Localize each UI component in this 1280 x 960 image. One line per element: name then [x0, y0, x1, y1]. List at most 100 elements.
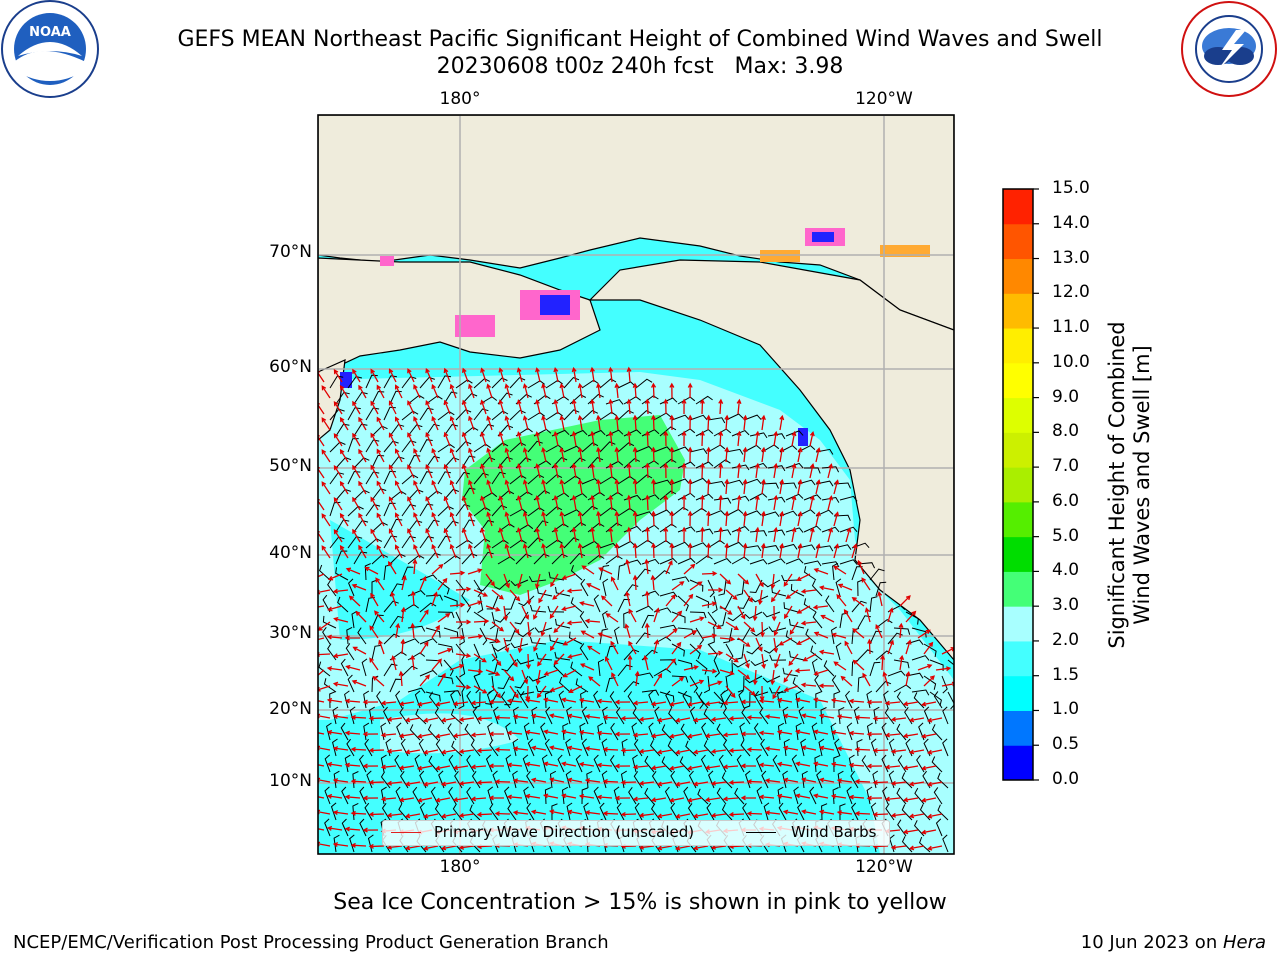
- wave-direction-arrow: [461, 367, 469, 383]
- wind-barb: [653, 668, 672, 677]
- wind-barb: [412, 786, 421, 805]
- wave-direction-arrow: [443, 527, 451, 543]
- wave-direction-arrow: [872, 779, 889, 785]
- wave-direction-arrow: [326, 697, 343, 703]
- wave-direction-arrow: [491, 685, 501, 699]
- wind-barb: [437, 471, 451, 485]
- wind-barb: [664, 786, 673, 805]
- wave-direction-arrow: [358, 416, 367, 431]
- wave-direction-arrow: [797, 478, 803, 495]
- wave-direction-arrow: [509, 621, 520, 635]
- wind-barb: [450, 708, 463, 725]
- wind-barb: [811, 722, 818, 741]
- wind-barb: [419, 802, 427, 821]
- wave-direction-arrow: [608, 526, 614, 543]
- wind-barb: [492, 770, 499, 789]
- wave-direction-arrow: [480, 367, 487, 383]
- wave-direction-arrow: [699, 462, 705, 479]
- wave-direction-arrow: [425, 367, 433, 383]
- wind-barb: [443, 627, 459, 639]
- wave-direction-arrow: [571, 494, 577, 511]
- wind-barb: [635, 474, 653, 485]
- wind-barb: [535, 685, 553, 693]
- wave-direction-arrow: [687, 414, 693, 431]
- wave-direction-arrow: [524, 761, 541, 767]
- wind-barb: [419, 376, 435, 389]
- wave-direction-arrow: [458, 716, 475, 722]
- wave-direction-arrow: [431, 591, 438, 607]
- wave-direction-arrow: [351, 679, 367, 687]
- wind-barb: [734, 787, 745, 805]
- wave-direction-arrow: [452, 797, 469, 803]
- wind-barb: [587, 457, 604, 469]
- wave-direction-arrow: [386, 716, 403, 722]
- wind-barb: [916, 754, 925, 773]
- wind-barb: [365, 471, 380, 485]
- wave-direction-arrow: [553, 621, 565, 634]
- wave-direction-arrow: [597, 632, 613, 639]
- wind-barb: [782, 770, 788, 789]
- wind-barb: [814, 674, 823, 693]
- wave-direction-arrow: [827, 527, 834, 543]
- wave-direction-arrow: [902, 797, 919, 803]
- wave-direction-arrow: [596, 542, 602, 559]
- wind-barb: [736, 579, 745, 596]
- wind-barb: [599, 378, 617, 389]
- wind-barb: [848, 754, 855, 773]
- wind-barb: [731, 430, 750, 437]
- wave-direction-arrow: [650, 797, 667, 803]
- wave-direction-arrow: [880, 654, 886, 671]
- wave-direction-arrow: [899, 654, 905, 671]
- wind-barb: [803, 494, 822, 501]
- wind-barb: [785, 630, 799, 645]
- wave-direction-arrow: [535, 669, 541, 686]
- wave-direction-arrow: [614, 382, 620, 399]
- wave-direction-arrow: [758, 794, 775, 800]
- wave-direction-arrow: [818, 809, 835, 815]
- wind-barb: [743, 478, 762, 485]
- wind-barb: [716, 787, 727, 805]
- wind-barb: [455, 441, 472, 453]
- wind-barb: [762, 675, 781, 683]
- wind-barb: [905, 611, 919, 625]
- wind-barb: [549, 770, 557, 789]
- wind-barb: [352, 802, 359, 821]
- wave-direction-arrow: [440, 749, 457, 755]
- colorbar: [1002, 188, 1039, 781]
- wind-barb: [517, 627, 535, 638]
- colorbar-tick-label: 4.0: [1052, 560, 1080, 581]
- wave-direction-arrow: [480, 527, 487, 543]
- wave-direction-arrow: [724, 414, 730, 431]
- wind-barb: [798, 706, 805, 725]
- colorbar-cell: [1003, 293, 1033, 329]
- wave-direction-arrow: [725, 589, 738, 600]
- wave-direction-arrow: [614, 763, 631, 769]
- wind-barb: [933, 691, 943, 709]
- wind-barb: [839, 803, 846, 821]
- wind-barb: [512, 738, 519, 757]
- wave-direction-arrow: [728, 812, 745, 817]
- wave-direction-arrow: [772, 685, 781, 700]
- wind-barb: [711, 595, 718, 614]
- wave-direction-arrow: [566, 777, 583, 783]
- wave-direction-arrow: [644, 398, 650, 415]
- wave-direction-arrow: [443, 463, 451, 479]
- wind-barb: [661, 756, 673, 773]
- wind-barb: [797, 544, 816, 551]
- wave-direction-arrow: [404, 717, 421, 723]
- wave-direction-arrow: [380, 764, 397, 770]
- wind-barb: [401, 638, 420, 645]
- wind-barb: [679, 756, 691, 773]
- wave-direction-arrow: [740, 731, 757, 737]
- wind-barb: [682, 690, 691, 709]
- wind-barb: [401, 504, 417, 517]
- wind-barb: [415, 708, 427, 725]
- wind-barb: [695, 691, 705, 709]
- wave-direction-arrow: [568, 685, 583, 693]
- wind-barb: [795, 722, 802, 741]
- wave-direction-arrow: [626, 462, 632, 479]
- wind-barb: [911, 655, 930, 661]
- wave-direction-arrow: [362, 795, 379, 801]
- wind-barb: [866, 690, 873, 709]
- wave-direction-arrow: [755, 573, 764, 588]
